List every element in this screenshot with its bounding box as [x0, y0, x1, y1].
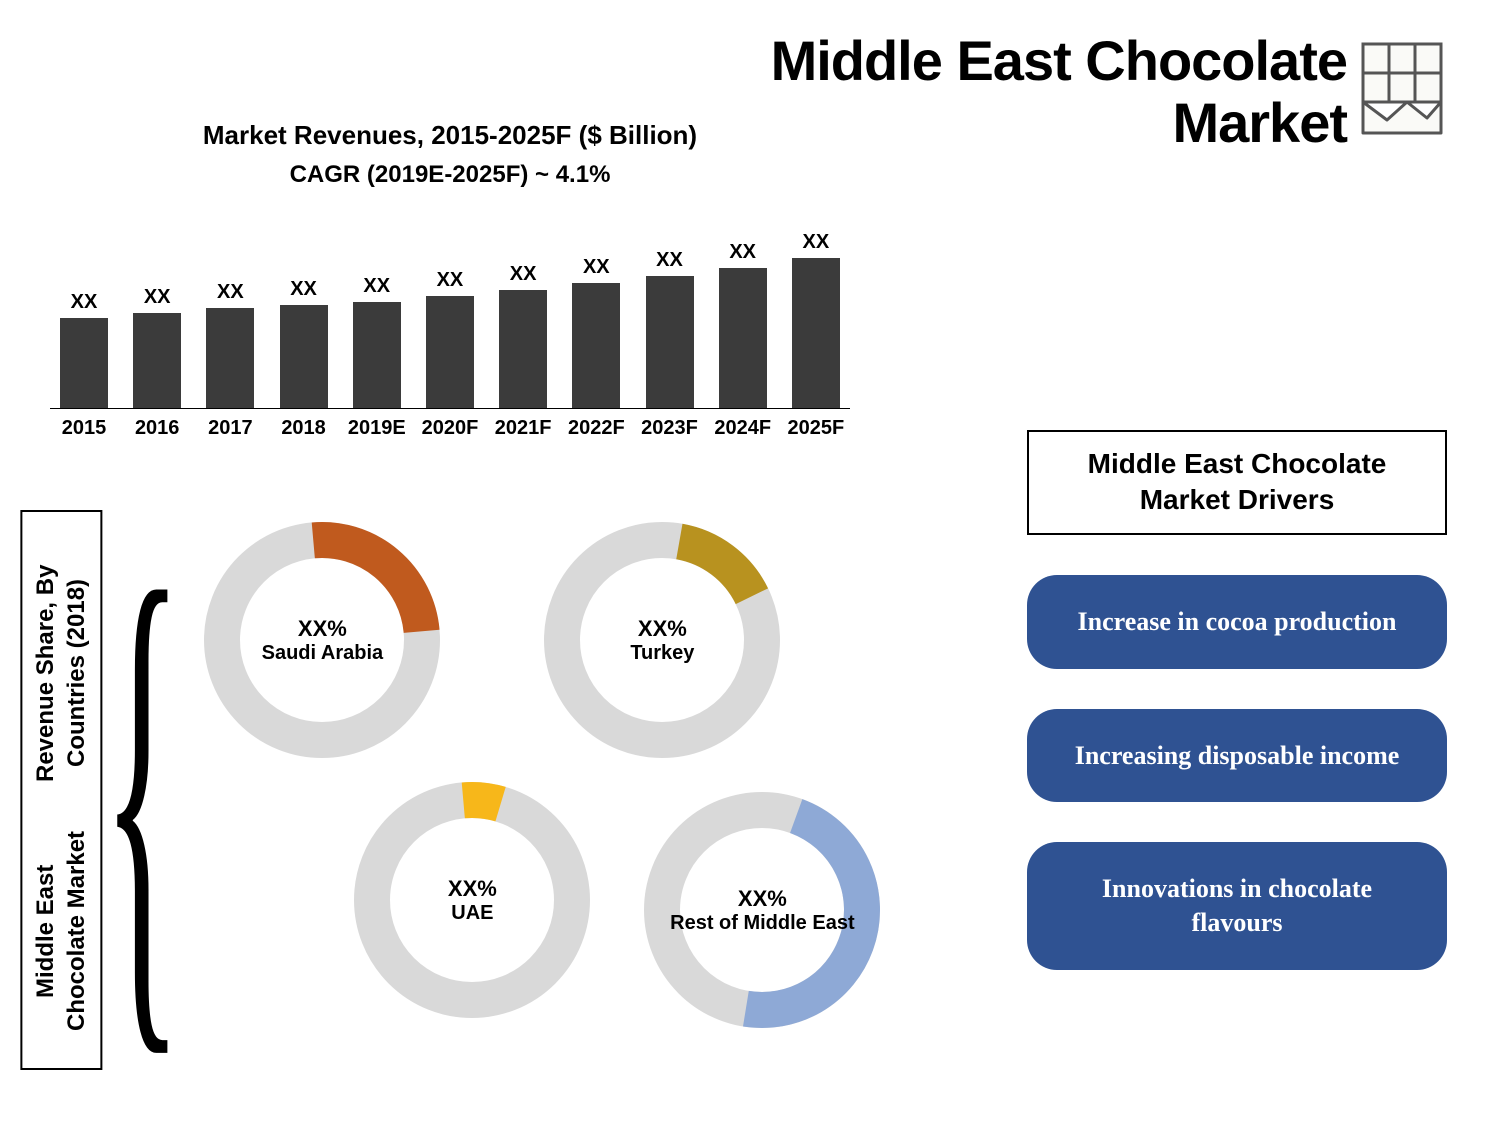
bar-value-label: XX	[729, 241, 756, 264]
donut-uae: XX%UAE	[352, 780, 592, 1020]
donut-pct: XX%	[262, 616, 384, 642]
driver-item: Increase in cocoa production	[1027, 575, 1447, 669]
bar-col: XX	[201, 281, 259, 408]
donut-rest-of-middle-east: XX%Rest of Middle East	[642, 790, 882, 1030]
driver-item: Increasing disposable income	[1027, 709, 1447, 803]
bar	[60, 318, 108, 408]
bar	[206, 308, 254, 408]
bar-value-label: XX	[217, 281, 244, 304]
chocolate-bar-icon	[1357, 38, 1447, 138]
bars-container: XX XX XX XX XX XX XX XX XX XX XX	[50, 229, 850, 409]
bar	[133, 313, 181, 408]
bar-value-label: XX	[144, 286, 171, 309]
bar-category-label: 2016	[128, 417, 186, 440]
bar-category-label: 2019E	[348, 417, 406, 440]
title-line1: Middle East Chocolate	[771, 29, 1347, 92]
page-title: Middle East Chocolate Market	[771, 30, 1347, 153]
driver-item: Innovations in chocolate flavours	[1027, 842, 1447, 970]
bar-value-label: XX	[656, 249, 683, 272]
bar-col: XX	[641, 249, 699, 408]
bar	[499, 290, 547, 408]
bar-value-label: XX	[437, 269, 464, 292]
donut-center: XX%UAE	[448, 876, 497, 925]
revenue-share-title: Middle East Chocolate MarketRevenue Shar…	[20, 510, 102, 1070]
donut-center: XX%Rest of Middle East	[670, 886, 854, 935]
drivers-title: Middle East ChocolateMarket Drivers	[1027, 430, 1447, 535]
bar-col: XX	[275, 278, 333, 408]
bar-value-label: XX	[583, 256, 610, 279]
bar-value-label: XX	[510, 263, 537, 286]
donut-turkey: XX%Turkey	[542, 520, 782, 760]
bar	[426, 296, 474, 408]
page-title-area: Middle East Chocolate Market	[771, 30, 1447, 153]
revenue-share-section: Middle East Chocolate MarketRevenue Shar…	[20, 510, 862, 1070]
bar-x-labels: 2015 2016 2017 2018 2019E 2020F 2021F 2022F 2023…	[50, 417, 850, 440]
donut-label: Saudi Arabia	[262, 642, 384, 665]
donut-saudi-arabia: XX%Saudi Arabia	[202, 520, 442, 760]
bar-category-label: 2017	[201, 417, 259, 440]
market-drivers: Middle East ChocolateMarket Drivers Incr…	[1027, 430, 1447, 1010]
bar-chart-subtitle: CAGR (2019E-2025F) ~ 4.1%	[50, 161, 850, 189]
donut-center: XX%Turkey	[630, 616, 694, 665]
bar-value-label: XX	[71, 291, 98, 314]
revenue-bar-chart: Market Revenues, 2015-2025F ($ Billion) …	[50, 120, 850, 440]
bar	[646, 276, 694, 408]
bar-category-label: 2024F	[714, 417, 772, 440]
donut-label: UAE	[448, 902, 497, 925]
bar-category-label: 2025F	[787, 417, 845, 440]
bar	[572, 283, 620, 408]
bar	[353, 302, 401, 408]
bar-category-label: 2023F	[641, 417, 699, 440]
bar-value-label: XX	[290, 278, 317, 301]
bar-col: XX	[421, 269, 479, 408]
bar-col: XX	[567, 256, 625, 408]
brace-icon: {	[102, 510, 117, 1070]
bar	[719, 268, 767, 408]
donut-pct: XX%	[448, 876, 497, 902]
bar-category-label: 2020F	[421, 417, 479, 440]
donut-label: Turkey	[630, 642, 694, 665]
bar-col: XX	[787, 231, 845, 408]
bar-col: XX	[714, 241, 772, 408]
bar-value-label: XX	[363, 275, 390, 298]
bar-col: XX	[348, 275, 406, 408]
bar-category-label: 2021F	[494, 417, 552, 440]
bar-col: XX	[128, 286, 186, 408]
bar-category-label: 2015	[55, 417, 113, 440]
bar-chart-title: Market Revenues, 2015-2025F ($ Billion)	[50, 120, 850, 151]
bar-category-label: 2022F	[567, 417, 625, 440]
bar	[280, 305, 328, 408]
donuts-grid: XX%Saudi ArabiaXX%TurkeyXX%UAEXX%Rest of…	[142, 510, 862, 1070]
title-line2: Market	[1172, 91, 1347, 154]
drivers-list: Increase in cocoa production Increasing d…	[1027, 575, 1447, 970]
donut-pct: XX%	[630, 616, 694, 642]
bar-category-label: 2018	[275, 417, 333, 440]
donut-pct: XX%	[670, 886, 854, 912]
bar	[792, 258, 840, 408]
donut-center: XX%Saudi Arabia	[262, 616, 384, 665]
bar-value-label: XX	[803, 231, 830, 254]
bar-col: XX	[55, 291, 113, 408]
donut-label: Rest of Middle East	[670, 912, 854, 935]
bar-col: XX	[494, 263, 552, 408]
